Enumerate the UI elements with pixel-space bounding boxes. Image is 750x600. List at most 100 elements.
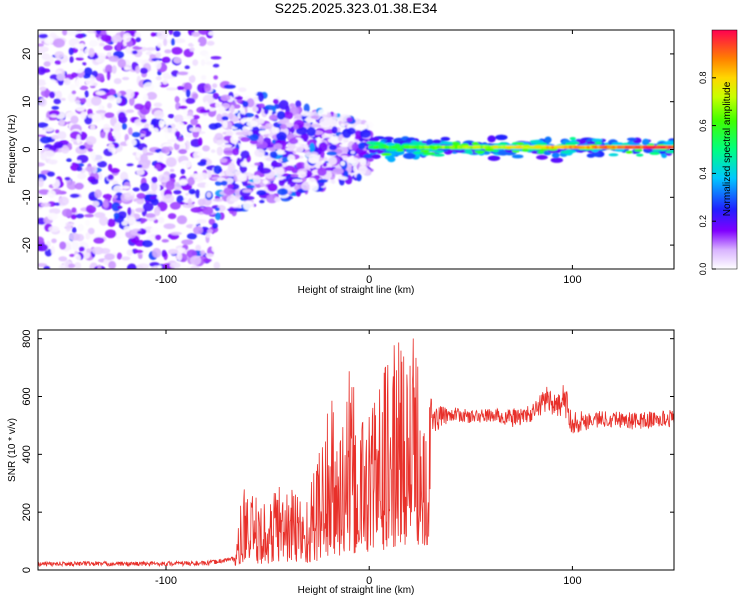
spectrogram-cell xyxy=(47,190,56,198)
spectrogram-cell xyxy=(604,145,610,149)
spectrogram-cell xyxy=(426,139,434,145)
spectrogram-cell xyxy=(155,52,162,58)
spectrogram-cell xyxy=(230,104,235,114)
spectrogram-cell xyxy=(318,142,328,152)
spectrogram-cell xyxy=(155,163,161,171)
spectrogram-cell xyxy=(271,105,277,113)
spectrogram-cell xyxy=(71,207,77,214)
spectrogram-cell xyxy=(187,72,192,77)
spectrogram-cell xyxy=(82,62,87,66)
spectrogram-cell xyxy=(136,164,143,169)
spectrogram-cell xyxy=(168,133,176,140)
snr-y-tick-label: 0 xyxy=(21,567,33,573)
spectrogram-cell xyxy=(94,189,102,199)
spectrogram-cell xyxy=(591,145,597,149)
spectrogram-cell xyxy=(48,225,60,233)
spectrogram-cell xyxy=(597,145,602,149)
spectrogram-cell xyxy=(46,171,55,177)
spectrogram-cell xyxy=(51,105,60,110)
spectrogram-cell xyxy=(569,137,576,141)
spectrogram-cell xyxy=(111,201,121,212)
spectrogram-cell xyxy=(433,153,445,157)
snr-panel: -100 0 100 0 200 400 600 800 Height of straight… xyxy=(7,329,675,596)
spectrogram-cell xyxy=(140,182,150,192)
spectrogram-cell xyxy=(373,145,378,149)
spectrogram-cell xyxy=(113,78,122,85)
spectrogram-cell xyxy=(85,166,95,172)
spectrogram-cell xyxy=(398,145,404,149)
snr-x-tick-label: -100 xyxy=(155,575,177,587)
spectrogram-cell xyxy=(70,214,77,220)
spectrogram-cell xyxy=(432,139,442,144)
spectrogram-cell xyxy=(68,263,76,269)
spectrogram-cell xyxy=(161,249,167,258)
spectrogram-cell xyxy=(81,181,92,190)
spectrogram-cell xyxy=(186,266,191,269)
spectrogram-cell xyxy=(540,142,548,146)
spectrogram-cell xyxy=(645,145,650,149)
spectrogram-cell xyxy=(75,33,84,39)
spectrogram-cell xyxy=(226,208,239,212)
spectrogram-cell xyxy=(70,138,78,142)
spectrogram-cell xyxy=(143,82,155,92)
spectrogram-cell xyxy=(652,148,662,152)
spectrogram-cell xyxy=(327,156,338,166)
spectrogram-cell xyxy=(541,145,546,149)
colorbar-tick-label: 0.2 xyxy=(698,215,708,228)
spectrogram-cell xyxy=(145,47,157,51)
spectrogram-cell xyxy=(220,144,233,148)
spectrogram-cell xyxy=(38,79,47,87)
spectrogram-cell xyxy=(53,98,61,105)
spectrogram-cell xyxy=(192,59,199,66)
spectrogram-cell xyxy=(116,41,122,51)
spectrogram-cell xyxy=(185,97,196,104)
spectrogram-cell xyxy=(520,145,526,149)
spectrogram-cell xyxy=(205,232,211,238)
spectrogram-cell xyxy=(376,145,381,149)
spectrogram-cell xyxy=(55,90,62,100)
spectrogram-cell xyxy=(208,31,216,36)
spectrogram-cell xyxy=(129,96,135,106)
spectrogram-cell xyxy=(608,153,619,157)
spectrogram-cell xyxy=(177,90,187,98)
spectrogram-cell xyxy=(323,167,336,171)
spectrogram-cell xyxy=(259,167,272,174)
spectrogram-cell xyxy=(412,151,423,155)
spectrogram-cell xyxy=(178,179,188,186)
spectrogram-cell xyxy=(617,145,622,149)
spectrogram-cell xyxy=(75,160,82,164)
spectrogram-cell xyxy=(211,222,218,229)
spectrogram-cell xyxy=(74,262,82,269)
spectrogram-cell xyxy=(79,145,86,150)
spectrogram-cell xyxy=(196,218,207,224)
spectrogram-cell xyxy=(164,49,172,54)
spectrogram-cell xyxy=(120,243,126,251)
spectrogram-cell xyxy=(138,254,143,260)
spectrogram-cell xyxy=(326,151,338,156)
spectrogram-cell xyxy=(293,124,299,130)
spectrogram-cell xyxy=(175,102,181,111)
spectrogram-cell xyxy=(652,145,658,149)
spectrogram-cell xyxy=(420,149,430,153)
spectrogram-cell xyxy=(173,57,182,64)
colorbar-tick-label: 0.4 xyxy=(698,167,708,180)
spectrogram-cell xyxy=(317,178,328,183)
spectrogram-cell xyxy=(223,84,236,89)
spectrogram-cell xyxy=(74,43,85,50)
snr-x-tick-label: 0 xyxy=(366,575,372,587)
spectrogram-cell xyxy=(78,94,85,99)
spectrogram-cell xyxy=(626,137,637,141)
spectrogram-cell xyxy=(127,207,132,216)
spectrogram-cell xyxy=(167,138,178,143)
spectrogram-cell xyxy=(272,166,285,177)
spectrogram-cell xyxy=(171,46,183,55)
spectrogram-cell xyxy=(550,157,564,163)
spectrogram-cell xyxy=(386,145,391,149)
spectrogram-cell xyxy=(184,65,190,70)
spectrogram-cell xyxy=(187,176,195,186)
spectrogram-cell xyxy=(39,136,52,144)
spectrogram-cell xyxy=(475,145,480,149)
spectrogram-cell xyxy=(124,192,132,198)
spectrogram-y-tick-label: 0 xyxy=(21,146,33,152)
spectrogram-cell xyxy=(612,145,617,149)
